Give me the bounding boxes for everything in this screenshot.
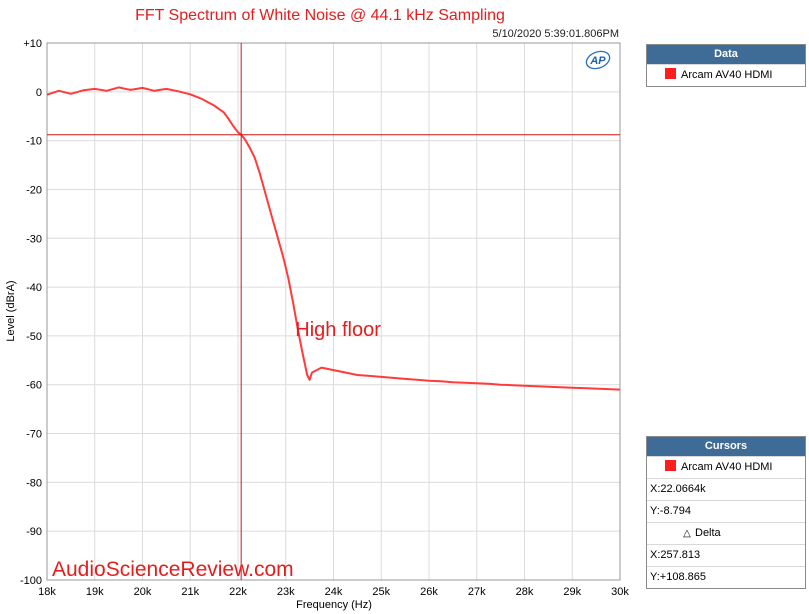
y-tick-label: -50 [26, 331, 42, 343]
y-tick-label: -80 [26, 477, 42, 489]
y-axis-label: Level (dBrA) [5, 280, 17, 341]
y-tick-label: -30 [26, 233, 42, 245]
delta-row[interactable]: △ Delta [647, 522, 805, 544]
y-tick-label: 0 [36, 87, 42, 99]
cursors-panel: Cursors Arcam AV40 HDMI X:22.0664k Y:-8.… [646, 436, 806, 589]
delta-icon: △ [683, 528, 691, 539]
delta-label: Delta [695, 527, 721, 539]
cursor-legend-label: Arcam AV40 HDMI [681, 461, 773, 473]
y-tick-label: +10 [23, 38, 42, 50]
y-tick-label: -90 [26, 526, 42, 538]
x-tick-label: 20k [134, 586, 152, 598]
x-tick-label: 23k [277, 586, 295, 598]
timestamp: 5/10/2020 5:39:01.806PM [492, 28, 619, 40]
y-tick-label: -40 [26, 282, 42, 294]
x-tick-label: 26k [420, 586, 438, 598]
x-tick-label: 29k [563, 586, 581, 598]
y-tick-labels: +10 0 -10 -20 -30 -40 -50 -60 -70 -80 -90 -100 [20, 38, 42, 587]
series-line-arcam-av40-hdmi [46, 86, 621, 391]
x-tick-label: 18k [38, 586, 56, 598]
legend-item-arcam-av40-hdmi[interactable]: Arcam AV40 HDMI [647, 64, 805, 86]
watermark: AudioScienceReview.com [52, 558, 294, 581]
annotation-high-floor: High floor [295, 319, 381, 341]
legend-swatch [665, 68, 676, 79]
x-tick-label: 28k [516, 586, 534, 598]
y-tick-label: -60 [26, 380, 42, 392]
grid [46, 42, 621, 581]
y-tick-label: -100 [20, 575, 42, 587]
cursor-x-readout: X:22.0664k [647, 478, 805, 500]
plot-area-border [46, 42, 621, 581]
cursor-y-readout: Y:-8.794 [647, 500, 805, 522]
y-tick-label: -70 [26, 429, 42, 441]
y-tick-label: -20 [26, 184, 42, 196]
data-panel-title: Data [647, 45, 805, 64]
x-tick-label: 22k [229, 586, 247, 598]
x-axis-label: Frequency (Hz) [296, 599, 372, 611]
x-tick-label: 21k [181, 586, 199, 598]
x-tick-label: 19k [86, 586, 104, 598]
svg-text:AP: AP [589, 55, 606, 67]
ap-logo-icon: AP [585, 50, 611, 70]
legend-label: Arcam AV40 HDMI [681, 69, 773, 81]
y-tick-label: -10 [26, 136, 42, 148]
x-tick-labels: 18k 19k 20k 21k 22k 23k 24k 25k 26k 27k 28k 29k 30k [38, 586, 629, 598]
x-tick-label: 25k [372, 586, 390, 598]
x-tick-label: 30k [611, 586, 629, 598]
data-panel: Data Arcam AV40 HDMI [646, 44, 806, 87]
delta-y-readout: Y:+108.865 [647, 566, 805, 588]
cursor-legend-item[interactable]: Arcam AV40 HDMI [647, 456, 805, 478]
chart-title: FFT Spectrum of White Noise @ 44.1 kHz S… [135, 7, 505, 24]
x-tick-label: 24k [325, 586, 343, 598]
cursors-panel-title: Cursors [647, 437, 805, 456]
delta-x-readout: X:257.813 [647, 544, 805, 566]
x-tick-label: 27k [468, 586, 486, 598]
legend-swatch [665, 460, 676, 471]
